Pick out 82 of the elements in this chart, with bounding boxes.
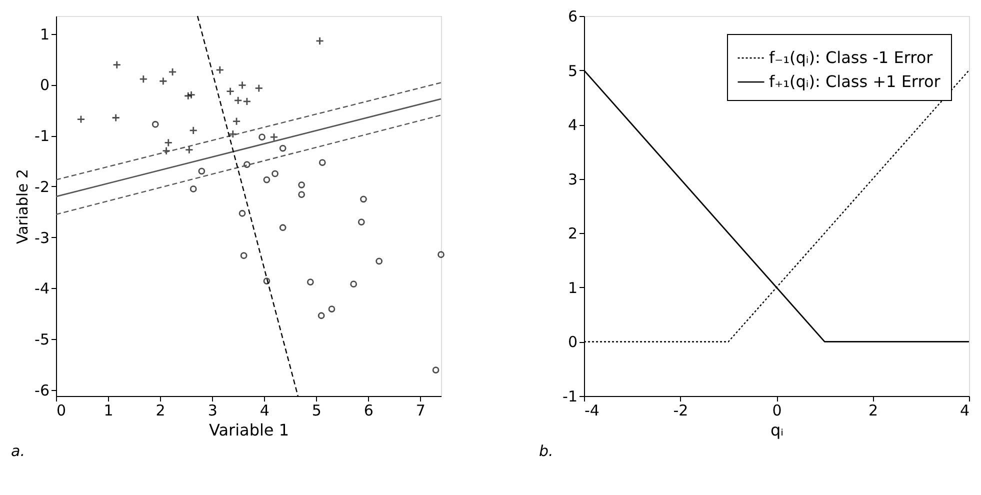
point [198, 168, 206, 175]
point [187, 90, 196, 100]
y-tick-label: -3 [34, 228, 50, 247]
y-tick-label: -1 [562, 388, 578, 406]
y-tick-label: -2 [34, 178, 50, 196]
y-tick-label: -6 [34, 381, 50, 400]
y-tick-label: 1 [40, 25, 50, 44]
y-tick-label: 0 [40, 76, 50, 94]
point [298, 191, 306, 198]
y-tick-label: 2 [568, 224, 578, 243]
y-tick-label: 5 [568, 62, 578, 80]
point [350, 280, 358, 288]
point [112, 60, 122, 70]
point [358, 218, 365, 226]
x-tick-label: 1 [104, 402, 114, 420]
point [279, 224, 286, 232]
point [438, 251, 444, 258]
point [254, 84, 264, 92]
point [184, 92, 192, 100]
point [216, 66, 224, 74]
y-tick-label: -1 [34, 127, 50, 146]
point [318, 312, 325, 320]
x-axis-title: Variable 1 [208, 420, 290, 440]
x-tick-label: 3 [208, 402, 218, 420]
point [238, 80, 246, 90]
x-tick-label: 6 [364, 402, 374, 420]
point [164, 138, 173, 147]
x-tick-label: 2 [868, 402, 878, 420]
x-tick-label: 0 [56, 402, 66, 420]
x-tick-label: 2 [156, 402, 166, 420]
point [190, 186, 197, 192]
point [306, 278, 314, 286]
point [238, 210, 246, 217]
x-tick-label: -2 [673, 402, 688, 420]
point [139, 74, 148, 84]
point [189, 126, 198, 135]
y-axis-title: Variable 2 [14, 168, 32, 244]
point [228, 130, 238, 138]
point [162, 146, 171, 156]
point [318, 159, 326, 166]
point [258, 134, 266, 141]
point [240, 252, 248, 260]
point [168, 68, 177, 76]
x-tick-label: 0 [772, 402, 782, 420]
x-tick-label: -4 [584, 402, 600, 420]
point [263, 278, 270, 284]
y-tick-label: -5 [34, 330, 50, 349]
y-tick-label: -4 [34, 280, 50, 298]
y-tick-label: 3 [568, 170, 578, 188]
point [316, 36, 324, 46]
point [158, 76, 168, 86]
legend-label: f₋₁(qᵢ): Class -1 Error [769, 48, 934, 67]
point [270, 132, 278, 142]
point [234, 96, 242, 105]
text: a. [11, 442, 25, 460]
point [298, 181, 306, 188]
point [376, 258, 383, 265]
point [279, 144, 286, 152]
y-tick-label: 0 [568, 333, 578, 352]
point [76, 115, 86, 124]
point [184, 146, 194, 154]
point [263, 176, 270, 184]
point [272, 170, 278, 178]
x-tick-label: 4 [260, 402, 270, 420]
point [432, 366, 440, 374]
point [226, 87, 235, 96]
point [112, 114, 120, 122]
y-tick-label: 1 [568, 278, 578, 297]
y-tick-label: 6 [568, 8, 578, 26]
point [232, 117, 241, 126]
x-axis-title: qᵢ [770, 420, 784, 440]
point [152, 120, 159, 128]
legend-label: f₊₁(qᵢ): Class +1 Error [769, 72, 941, 91]
point [242, 97, 252, 106]
x-tick-label: 5 [312, 402, 322, 420]
text: b. [539, 442, 554, 460]
point [328, 306, 336, 312]
x-tick-label: 4 [960, 402, 970, 420]
y-tick-label: 4 [568, 116, 578, 134]
point [244, 161, 250, 168]
x-tick-label: 7 [416, 402, 426, 420]
point [360, 196, 367, 203]
